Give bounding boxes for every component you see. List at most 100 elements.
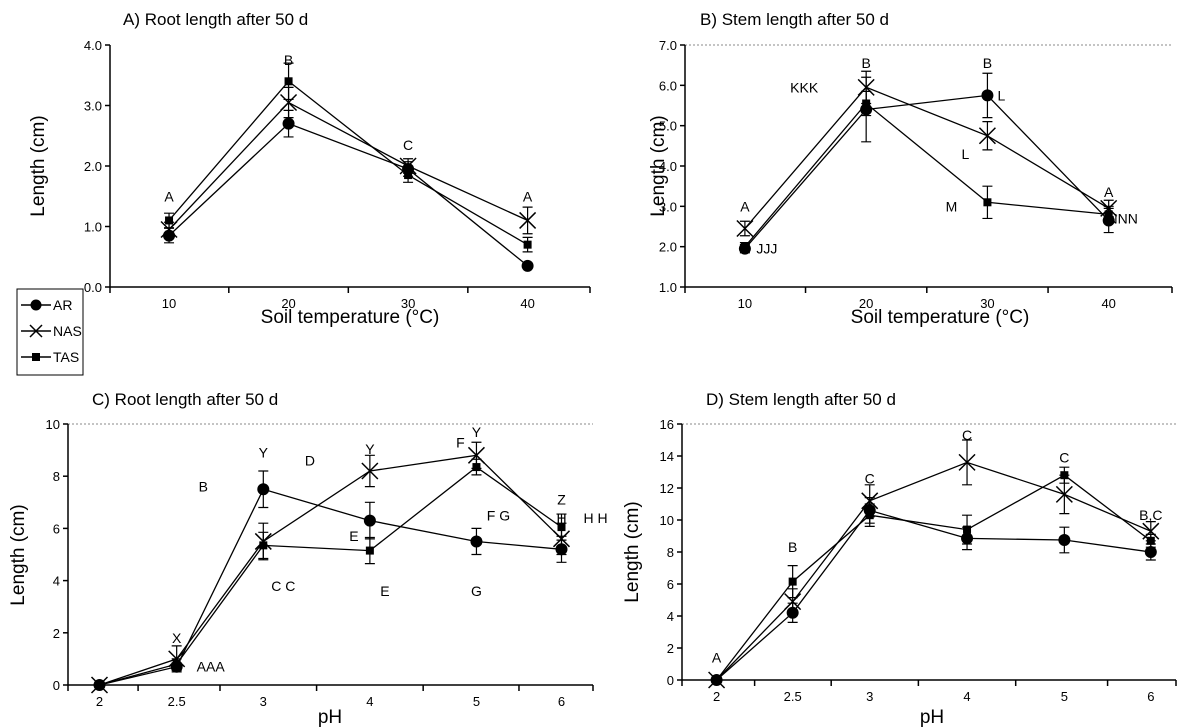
series-nas-d	[708, 439, 1160, 689]
series-line-tas-b	[744, 102, 1109, 248]
x-tick-label-b: 30	[980, 296, 994, 311]
annotation-label: M	[946, 198, 958, 214]
chart-title-d: D) Stem length after 50 d	[706, 390, 896, 409]
data-point-tas	[1146, 536, 1155, 545]
series-line-nas-d	[716, 461, 1152, 681]
y-tick-label-a: 4.0	[84, 38, 102, 53]
y-tick-label-b: 7.0	[659, 38, 677, 53]
annotation-label: Y	[472, 424, 482, 440]
x-axis-label-c: pH	[318, 707, 342, 727]
annotation-label: C	[403, 137, 413, 153]
series-line-tas-c	[99, 466, 562, 686]
y-tick-label-d: 2	[667, 641, 674, 656]
data-point-nas	[978, 127, 996, 145]
series-line-tas-a	[168, 80, 528, 246]
data-point-nas	[857, 78, 875, 96]
series-line-nas-b	[744, 86, 1110, 229]
y-tick-label-a: 3.0	[84, 99, 102, 114]
legend-label-nas: NAS	[53, 323, 82, 339]
annotation-label: F G	[487, 507, 510, 523]
data-point-nas	[280, 93, 298, 112]
annotation-label: Y	[365, 441, 375, 457]
data-point-tas	[862, 99, 871, 108]
data-point-tas	[983, 198, 992, 207]
y-tick-label-a: 1.0	[84, 220, 102, 235]
y-tick-label-c: 8	[53, 469, 60, 484]
annotation-label: B	[861, 55, 870, 71]
data-point-nas	[1055, 485, 1073, 503]
series-line-ar-a	[168, 122, 529, 267]
legend-item-ar: AR	[21, 297, 72, 313]
annotation-label: E	[349, 528, 358, 544]
data-point-ar	[1058, 534, 1071, 546]
series-ar-c	[93, 470, 568, 691]
annotation-label: A	[1104, 184, 1114, 200]
series-tas-a	[164, 62, 533, 253]
x-tick-label-c: 2	[96, 694, 103, 709]
y-tick-label-c: 10	[46, 417, 60, 432]
annotation-label: C C	[271, 578, 295, 594]
annotation-label: A	[164, 188, 174, 204]
y-tick-label-b: 3.0	[659, 199, 677, 214]
annotation-label: KKK	[790, 79, 819, 95]
annotation-label: NNN	[1108, 210, 1138, 226]
x-tick-label-d: 5	[1061, 689, 1068, 704]
x-tick-label-d: 4	[963, 689, 970, 704]
x-tick-label-d: 6	[1147, 689, 1154, 704]
annotation-label: B	[199, 479, 208, 495]
legend-label-tas: TAS	[53, 349, 79, 365]
chart-title-a: A) Root length after 50 d	[123, 10, 308, 29]
y-tick-label-d: 4	[667, 609, 674, 624]
data-point-tas	[865, 511, 874, 520]
x-tick-label-b: 20	[859, 296, 873, 311]
chart-panel-c: 0 2 4 6 8 10 2 2.5 3 4 5 6 C) Root length after 50 d…	[8, 390, 608, 727]
annotation-label: L	[998, 87, 1006, 103]
data-point-tas	[165, 216, 174, 225]
x-axis-label-a: Soil temperature (°C)	[261, 307, 440, 328]
x-tick-label-c: 2.5	[168, 694, 186, 709]
y-tick-label-d: 8	[667, 545, 674, 560]
y-tick-label-b: 4.0	[659, 159, 677, 174]
y-tick-label-c: 0	[53, 678, 60, 693]
series-line-tas-d	[716, 474, 1152, 681]
annotation-label: A	[740, 198, 750, 214]
y-tick-label-d: 10	[660, 513, 674, 528]
data-point-nas	[160, 220, 178, 239]
data-point-tas	[365, 546, 374, 555]
series-ar-d	[710, 497, 1157, 686]
data-point-nas	[361, 462, 379, 480]
data-point-ar	[363, 514, 376, 527]
annotation-label: H H	[583, 510, 607, 526]
x-tick-label-c: 3	[260, 694, 267, 709]
annotation-label: C	[962, 427, 972, 443]
series-tas-d	[712, 466, 1156, 684]
data-point-ar	[981, 89, 994, 102]
annotation-label: C	[865, 470, 875, 486]
y-tick-label-b: 5.0	[659, 119, 677, 134]
data-point-tas	[1060, 471, 1069, 480]
legend-frame	[16, 288, 84, 376]
data-point-nas	[861, 492, 879, 510]
annotation-label: B	[788, 539, 797, 555]
annotation-label: L	[962, 146, 970, 162]
legend: AR NAS TAS	[16, 288, 84, 376]
series-tas-b	[739, 90, 1114, 252]
data-point-tas	[523, 240, 532, 249]
data-point-ar	[470, 535, 483, 548]
legend-marker-ar	[30, 299, 42, 311]
y-tick-label-c: 4	[53, 574, 60, 589]
data-point-tas	[557, 523, 566, 532]
x-tick-label-d: 3	[866, 689, 873, 704]
data-point-nas	[519, 211, 537, 229]
y-tick-label-c: 6	[53, 521, 60, 536]
data-point-ar	[521, 259, 534, 272]
series-nas-b	[736, 70, 1118, 238]
legend-item-nas: NAS	[21, 323, 82, 339]
annotation-label: B	[284, 52, 293, 68]
y-tick-label-b: 2.0	[659, 240, 677, 255]
annotation-label: E	[380, 583, 389, 599]
series-ar-b	[738, 72, 1115, 255]
annotation-label: H	[556, 510, 566, 526]
legend-marker-tas	[32, 353, 40, 361]
